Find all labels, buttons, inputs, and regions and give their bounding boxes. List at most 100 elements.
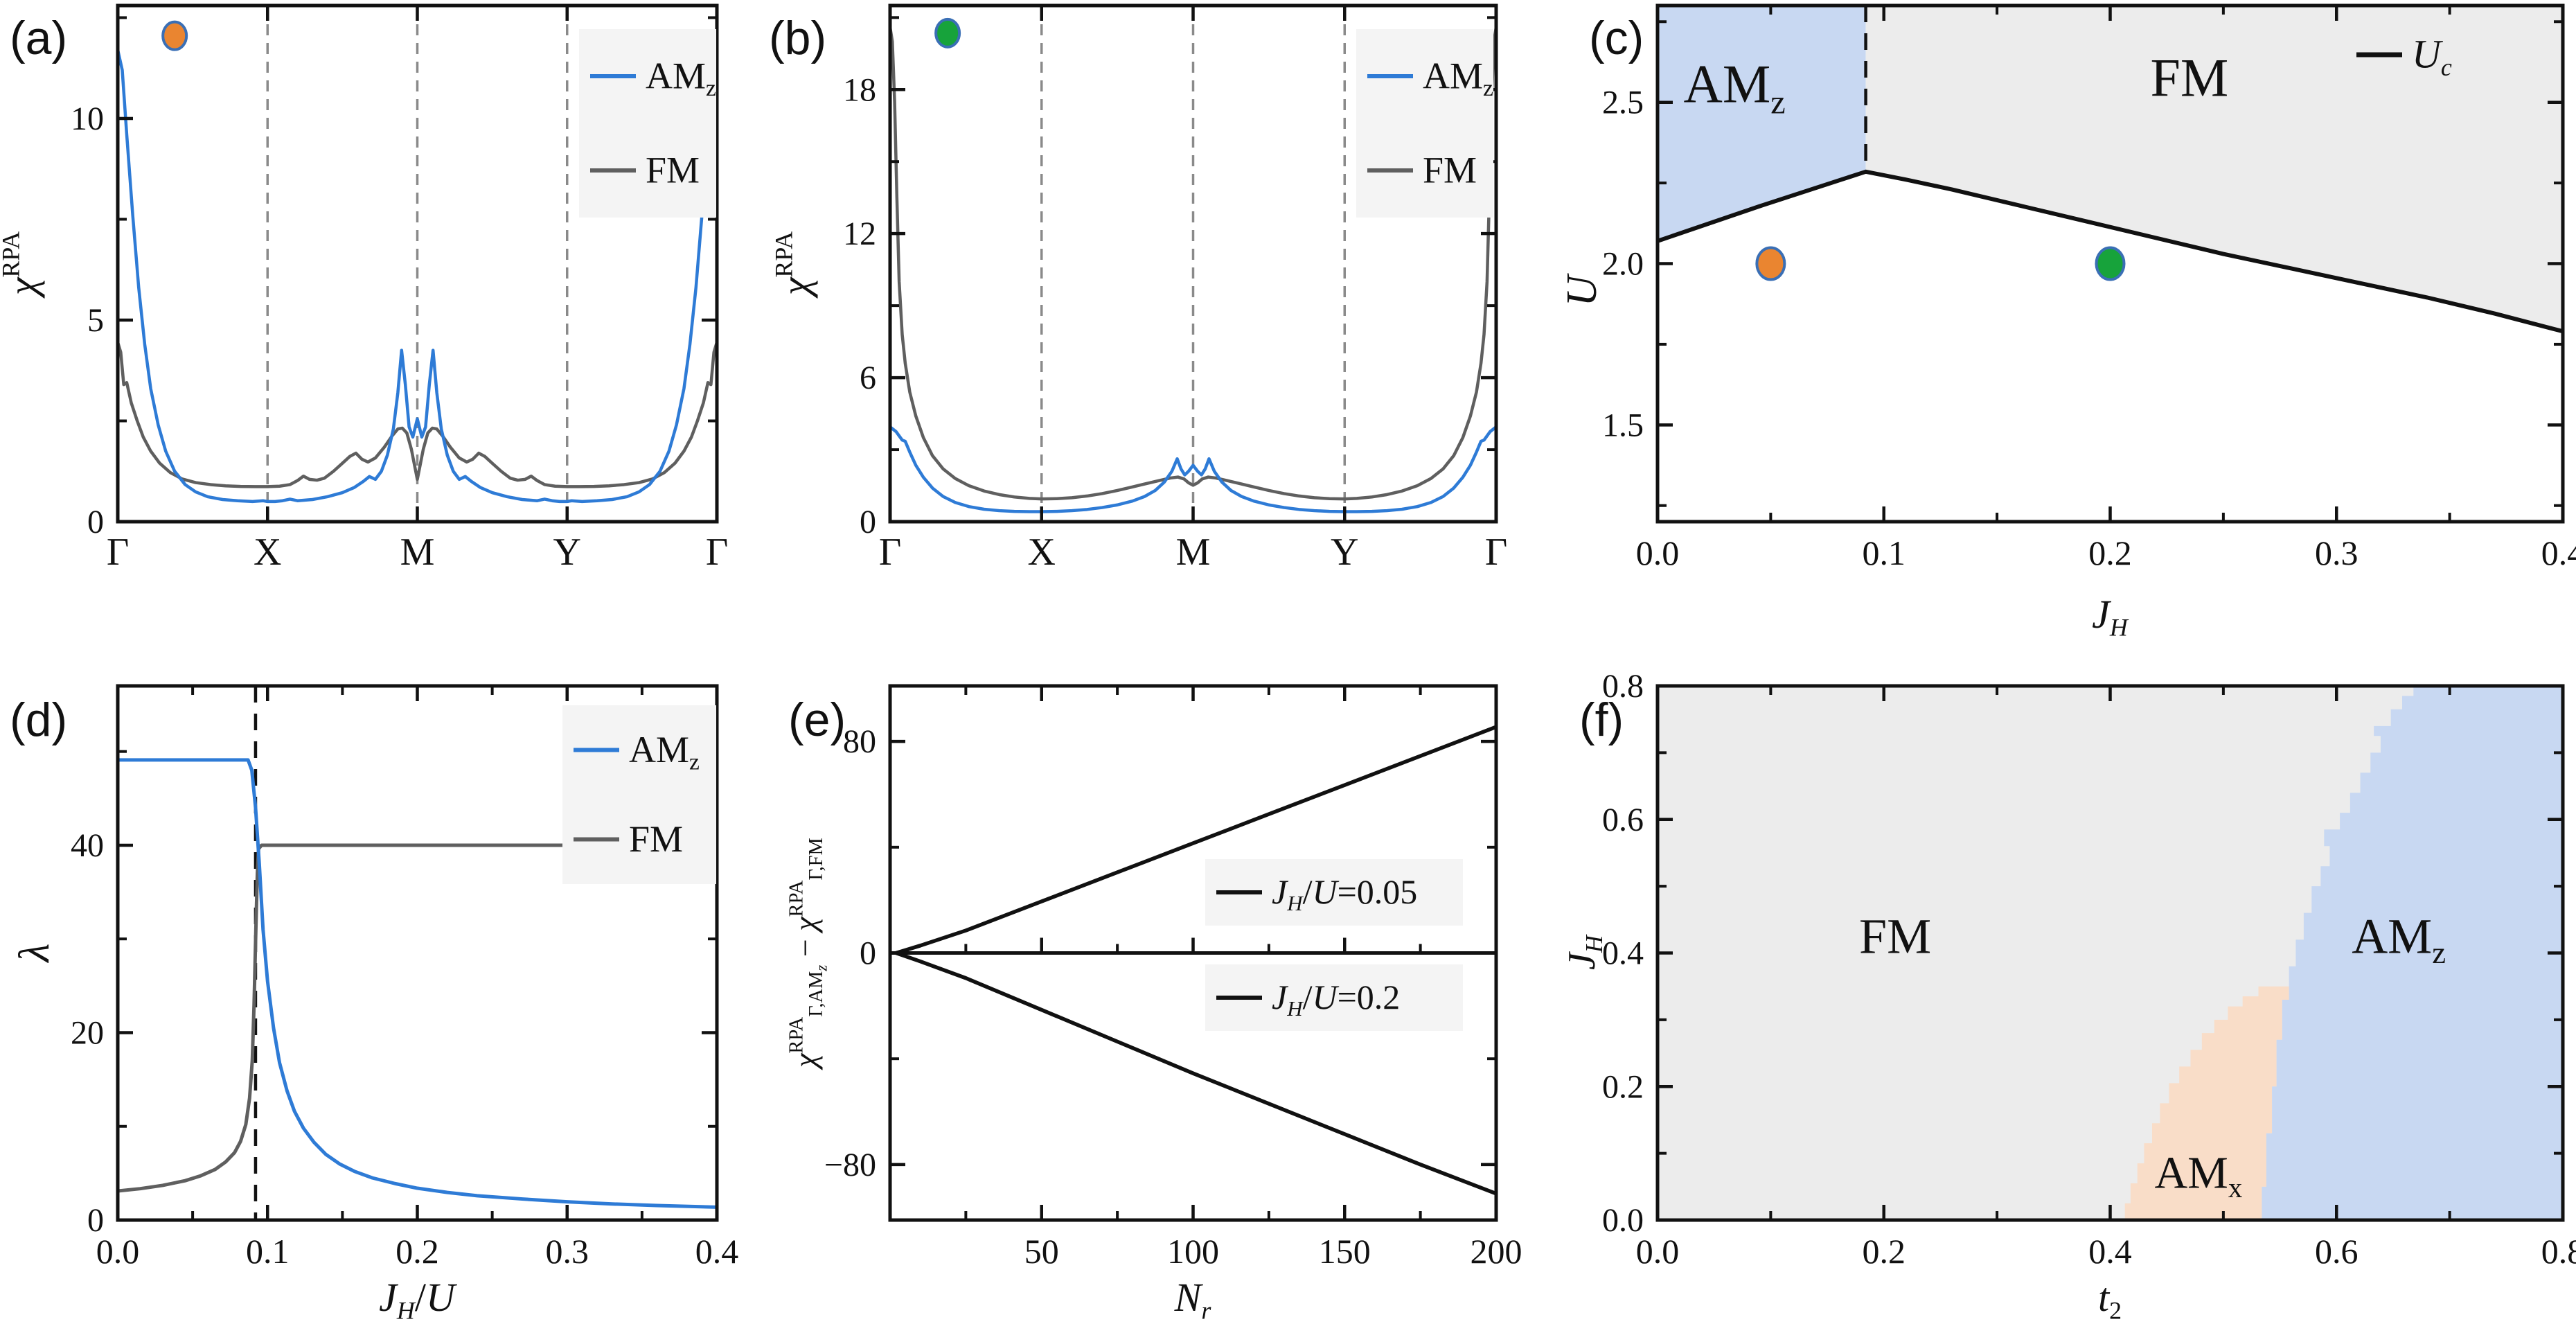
d-legend-label-0: AMz bbox=[629, 729, 700, 775]
b-yticklabel: 18 bbox=[843, 71, 876, 108]
d-yticklabel: 40 bbox=[71, 827, 104, 864]
c-green-dot bbox=[2095, 246, 2126, 281]
d-yticklabel: 0 bbox=[87, 1202, 104, 1239]
d-xticklabel: 0.1 bbox=[246, 1232, 290, 1271]
a-xticklabel: M bbox=[400, 531, 435, 574]
f-yticklabel: 0.8 bbox=[1602, 668, 1644, 705]
f-yticklabel: 0.2 bbox=[1602, 1068, 1644, 1105]
c-legend: Uc bbox=[2356, 32, 2452, 82]
a-legend-bg bbox=[579, 29, 716, 218]
f-xticklabel: 0.4 bbox=[2088, 1232, 2132, 1271]
c-xticklabel: 0.0 bbox=[1636, 533, 1680, 572]
a-xticklabel: X bbox=[254, 531, 281, 574]
a-legend-label-1: FM bbox=[646, 149, 700, 191]
panel-letter-0: (a) bbox=[10, 12, 67, 64]
f-yticklabel: 0.4 bbox=[1602, 935, 1644, 972]
panel-e: 50 100 150 200 −80 0 80 Nr χRPAΓ,AMz − χRPAΓ,FM J… bbox=[786, 684, 1522, 1325]
panel-letter-3: (d) bbox=[10, 694, 67, 746]
e-yticklabel: 80 bbox=[843, 723, 876, 760]
f-xticklabel: 0.2 bbox=[1863, 1232, 1906, 1271]
f-AMx-region bbox=[2124, 986, 2289, 1220]
c-ylabel: U bbox=[1558, 272, 1606, 306]
e-diff-curve-JHU-0.2 bbox=[894, 951, 1496, 1196]
e-xticklabel: 100 bbox=[1167, 1232, 1219, 1271]
f-AMx-region-label: AMx bbox=[2155, 1148, 2243, 1203]
a-orange-dot bbox=[161, 20, 188, 51]
e-xticklabel: 50 bbox=[1024, 1232, 1059, 1271]
d-xticklabel: 0.3 bbox=[546, 1232, 589, 1271]
b-xticklabel: Γ bbox=[879, 531, 901, 574]
c-orange-dot bbox=[1755, 246, 1786, 281]
b-legend: AMz FM bbox=[1356, 29, 1493, 218]
b-legend-label-0: AMz bbox=[1423, 55, 1493, 101]
d-legend-bg bbox=[562, 705, 716, 884]
d-xticklabel: 0.0 bbox=[96, 1232, 140, 1271]
f-yticklabel: 0.0 bbox=[1602, 1202, 1644, 1239]
a-legend: AMz FM bbox=[579, 29, 716, 218]
e-xlabel: Nr bbox=[1174, 1275, 1212, 1325]
f-yticklabel: 0.6 bbox=[1602, 802, 1644, 838]
e-legend-0: JH/U=0.05 bbox=[1205, 859, 1463, 926]
d-legend: AMz FM bbox=[562, 705, 716, 884]
panel-letter-2: (c) bbox=[1589, 12, 1644, 64]
panel-letter-4: (e) bbox=[788, 694, 846, 746]
panel-letter-1: (b) bbox=[769, 12, 826, 64]
f-ylabel: JH bbox=[1561, 934, 1608, 970]
c-AMz-region bbox=[1658, 6, 1866, 241]
e-legend-1-label-0: JH/U=0.2 bbox=[1272, 978, 1400, 1021]
b-AMz-curve bbox=[890, 425, 1496, 513]
a-legend-label-0: AMz bbox=[646, 55, 716, 101]
a-yticklabel: 5 bbox=[87, 302, 104, 339]
d-yticklabel: 20 bbox=[71, 1014, 104, 1051]
d-xticklabel: 0.2 bbox=[396, 1232, 439, 1271]
b-legend-label-1: FM bbox=[1423, 149, 1477, 191]
c-xticklabel: 0.3 bbox=[2315, 533, 2359, 572]
a-FM-curve bbox=[118, 340, 717, 488]
c-xticklabel: 0.1 bbox=[1863, 533, 1906, 572]
a-ylabel: χRPA bbox=[0, 231, 45, 299]
b-FM-curve bbox=[890, 25, 1496, 501]
b-yticklabel: 0 bbox=[860, 504, 876, 540]
c-FM-region-label: FM bbox=[2150, 47, 2228, 107]
panel-letter-5: (f) bbox=[1579, 694, 1624, 746]
panel-f: 0.0 0.2 0.4 0.6 0.8 0.0 0.2 0.4 0.6 0.8 t2 JH FM AMz A… bbox=[1561, 668, 2576, 1325]
f-AMz-region-label: AMz bbox=[2352, 909, 2446, 970]
a-yticklabel: 10 bbox=[71, 100, 104, 137]
c-xlabel: JH bbox=[2092, 592, 2129, 642]
d-legend-label-1: FM bbox=[629, 818, 683, 860]
e-yticklabel: 0 bbox=[860, 935, 876, 972]
c-xticklabel: 0.4 bbox=[2541, 533, 2576, 572]
e-ylabel: χRPAΓ,AMz − χRPAΓ,FM bbox=[786, 838, 830, 1070]
f-FM-region-label: FM bbox=[1859, 909, 1931, 964]
b-xticklabel: Γ bbox=[1485, 531, 1507, 574]
c-yticklabel: 1.5 bbox=[1602, 407, 1644, 443]
e-yticklabel: −80 bbox=[824, 1147, 876, 1183]
b-xticklabel: X bbox=[1028, 531, 1056, 574]
c-yticklabel: 2.5 bbox=[1602, 85, 1644, 121]
c-legend-label-0: Uc bbox=[2412, 32, 2452, 82]
b-yticklabel: 6 bbox=[860, 360, 876, 396]
f-AMz-region bbox=[2262, 686, 2563, 1220]
b-yticklabel: 12 bbox=[843, 215, 876, 252]
b-xticklabel: M bbox=[1176, 531, 1211, 574]
c-xticklabel: 0.2 bbox=[2088, 533, 2132, 572]
d-FM-curve bbox=[118, 843, 717, 1193]
e-xticklabel: 200 bbox=[1471, 1232, 1522, 1271]
a-xticklabel: Y bbox=[553, 531, 581, 574]
c-Uc-line bbox=[1658, 169, 2563, 334]
e-xticklabel: 150 bbox=[1319, 1232, 1371, 1271]
a-AMz-curve bbox=[118, 48, 717, 504]
panel-d: 0.0 0.1 0.2 0.3 0.4 0 20 40 JH/U λ AMz FM bbox=[11, 684, 738, 1325]
b-ylabel: χRPA bbox=[770, 231, 818, 299]
b-green-dot bbox=[934, 17, 961, 48]
a-yticklabel: 0 bbox=[87, 504, 104, 540]
f-xticklabel: 0.6 bbox=[2315, 1232, 2359, 1271]
e-legend-0-label-0: JH/U=0.05 bbox=[1272, 872, 1417, 915]
c-AMz-region-label: AMz bbox=[1684, 54, 1786, 121]
f-xticklabel: 0.0 bbox=[1636, 1232, 1680, 1271]
d-ylabel: λ bbox=[11, 944, 58, 964]
